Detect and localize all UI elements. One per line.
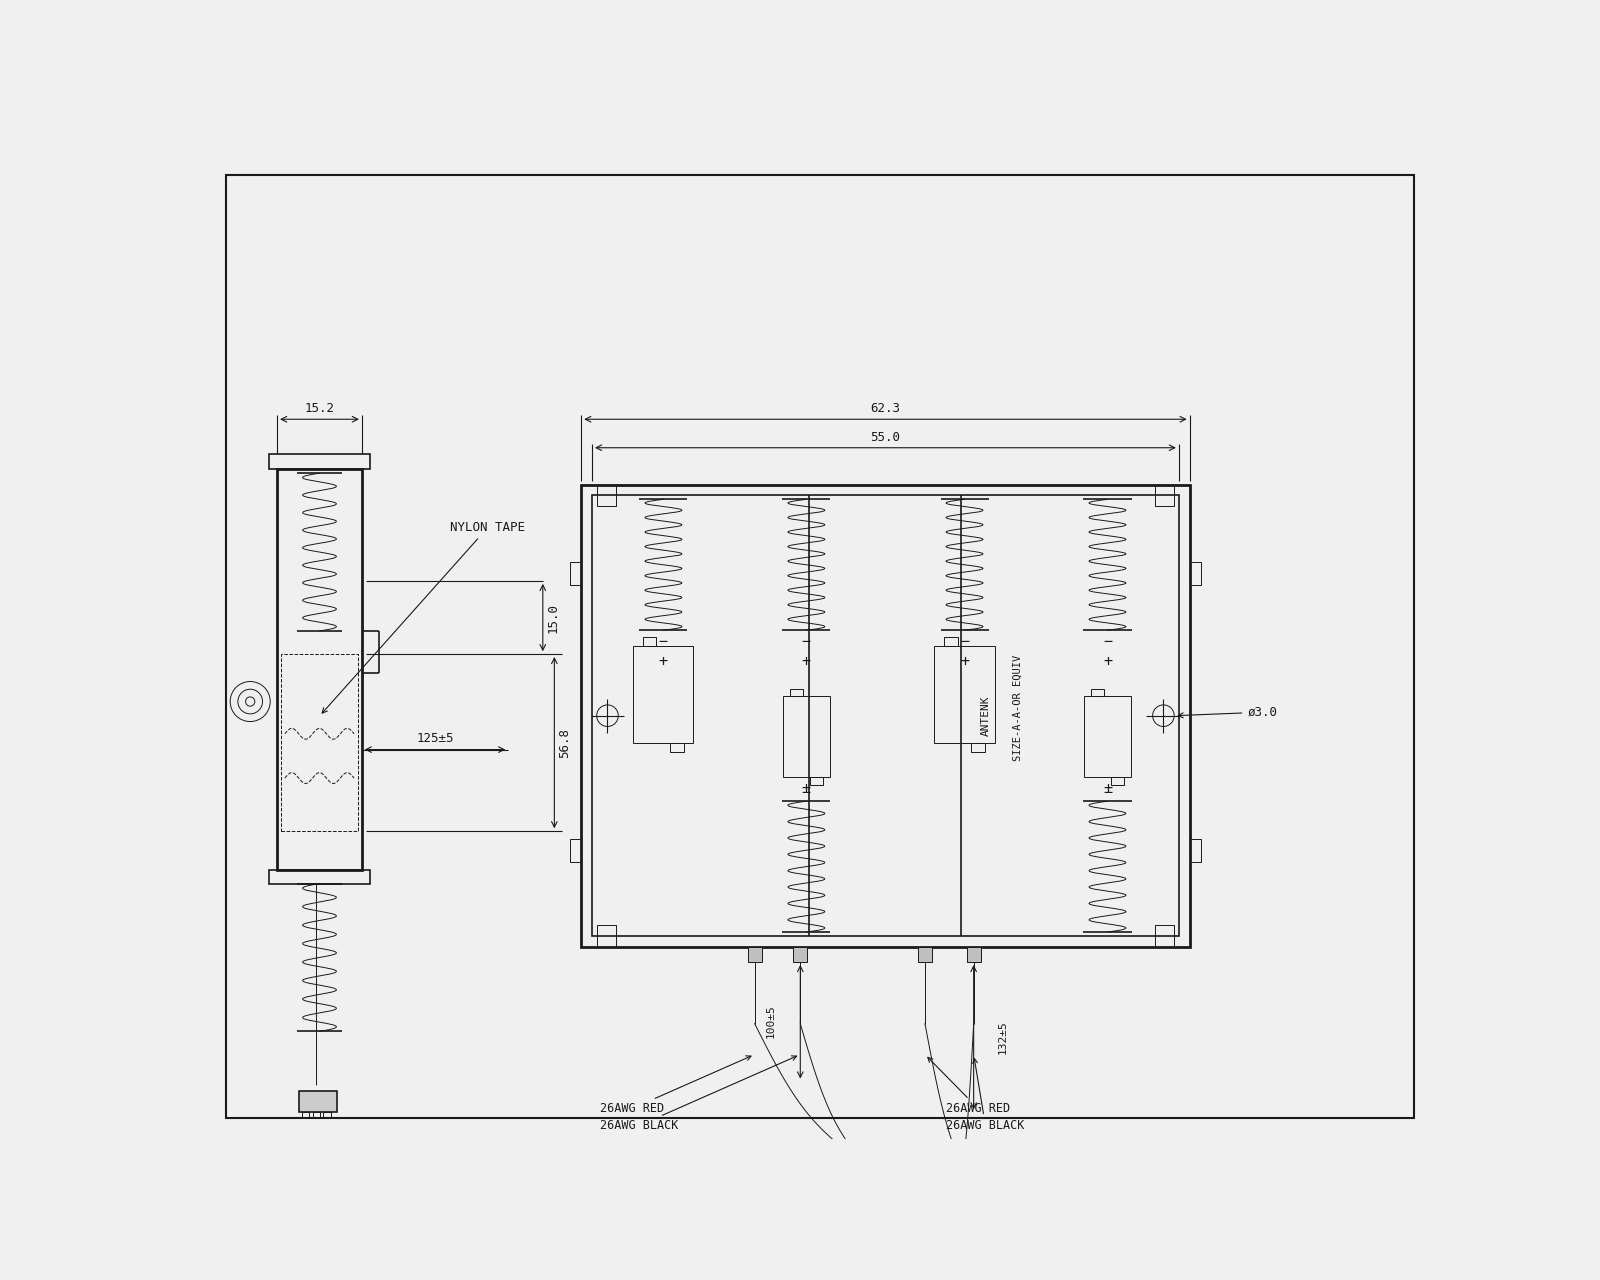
Bar [816,1228,826,1238]
Bar [794,947,808,963]
Bar [302,1112,309,1119]
Bar [845,1175,854,1185]
Bar [811,1185,880,1228]
Text: +: + [1102,781,1112,796]
Bar [277,470,362,869]
Bar [816,1175,826,1185]
Bar [581,485,1189,947]
Text: +: + [659,654,667,669]
Bar [830,1175,840,1185]
Text: 26AWG BLACK: 26AWG BLACK [946,1059,1024,1133]
Bar [597,925,616,947]
Text: +: + [1102,654,1112,669]
Bar [944,637,957,646]
Text: 26AWG RED: 26AWG RED [600,1056,750,1115]
Text: 56.8: 56.8 [558,727,571,758]
Bar [971,742,986,751]
Bar [782,696,830,777]
Bar [1190,562,1202,585]
Bar [966,947,981,963]
Bar [570,562,581,585]
Text: −: − [960,635,970,649]
Bar [790,689,803,696]
Bar [592,495,1179,936]
Bar [299,1091,338,1112]
Bar [845,1228,854,1238]
Text: 62.3: 62.3 [870,402,901,416]
Text: +: + [960,654,970,669]
Bar [918,947,931,963]
Bar [269,869,370,883]
Bar [859,1228,870,1238]
Bar [312,1112,320,1119]
Text: 26AWG BLACK: 26AWG BLACK [600,1056,797,1133]
Bar [634,646,693,742]
Text: NYLON TAPE: NYLON TAPE [322,521,525,713]
Bar [810,777,822,785]
Text: ANTENK: ANTENK [981,695,990,736]
Text: 26AWG RED: 26AWG RED [928,1057,1011,1115]
Text: +: + [802,781,811,796]
Bar [747,947,762,963]
Bar [1112,777,1123,785]
Text: −: − [802,785,811,800]
Text: 15.2: 15.2 [304,402,334,416]
Bar [323,1112,331,1119]
Bar [1083,696,1131,777]
Text: −: − [1102,785,1112,800]
Text: SIZE-A-A-OR EQUIV: SIZE-A-A-OR EQUIV [1013,655,1022,762]
Text: ø3.0: ø3.0 [1178,705,1277,718]
Text: −: − [802,635,811,649]
Bar [570,838,581,861]
Bar [269,454,370,470]
Text: 132±5: 132±5 [998,1020,1008,1053]
Text: 125±5: 125±5 [416,732,454,745]
Text: 55.0: 55.0 [870,431,901,444]
Bar [1091,689,1104,696]
Text: −: − [1102,635,1112,649]
Bar [934,646,995,742]
Bar [282,654,358,831]
Text: −: − [659,635,667,649]
Bar [1190,838,1202,861]
Bar [830,1228,840,1238]
Text: +: + [802,654,811,669]
Bar [859,1175,870,1185]
Text: 100±5: 100±5 [766,1005,776,1038]
Bar [1155,925,1174,947]
Bar [670,742,685,751]
Bar [643,637,656,646]
Bar [597,485,616,507]
Bar [1155,485,1174,507]
Text: 15.0: 15.0 [547,603,560,632]
